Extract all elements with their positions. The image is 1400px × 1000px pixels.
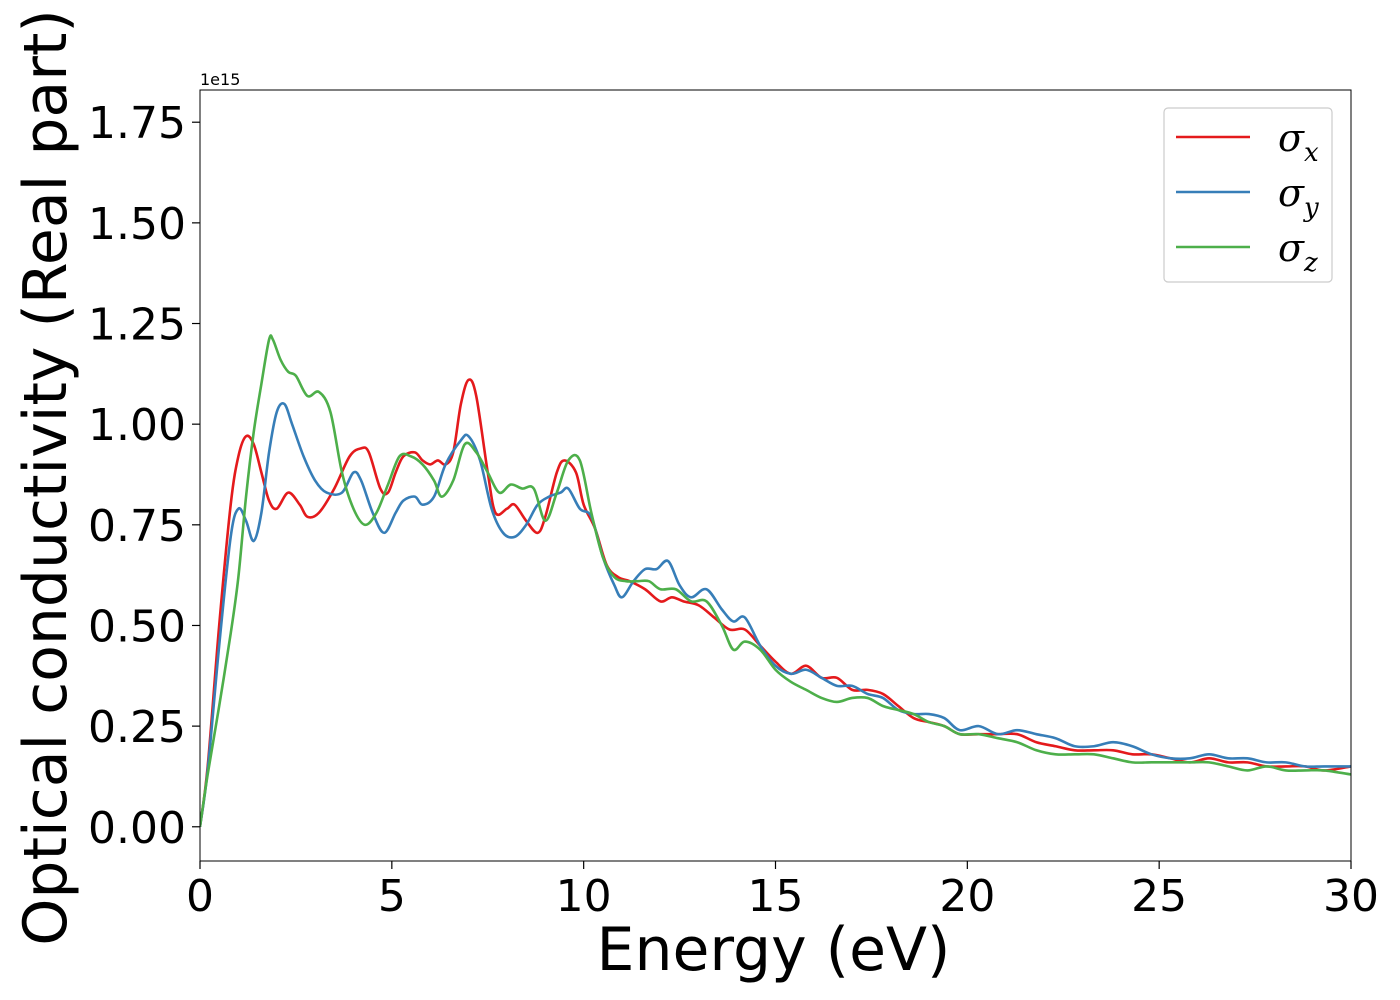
y-tick-label: 1.00 [88, 400, 186, 451]
legend-label-z: σz [1278, 226, 1318, 278]
series-layer [200, 334, 1351, 827]
y-offset-label: 1e15 [200, 70, 240, 89]
series-line-z [200, 334, 1351, 827]
y-tick-label: 0.75 [88, 501, 186, 552]
x-tick-label: 30 [1323, 871, 1379, 922]
x-tick-label: 0 [186, 871, 214, 922]
y-tick-label: 1.75 [88, 98, 186, 149]
legend-subscript: y [1303, 193, 1319, 223]
legend-label-y: σy [1278, 171, 1319, 223]
y-tick-label: 0.00 [88, 803, 186, 854]
x-tick-label: 25 [1131, 871, 1187, 922]
axes-layer: 0 5 10 15 20 25 30 0.00 0.25 0.50 0.75 1.00 1.25 1.50… [88, 89, 1379, 922]
x-tick-label: 20 [939, 871, 995, 922]
legend-frame [1163, 107, 1333, 283]
y-tick-label: 0.50 [88, 601, 186, 652]
legend-symbol: σ [1278, 226, 1305, 270]
legend-label-x: σx [1278, 116, 1319, 168]
x-tick-label: 10 [556, 871, 612, 922]
legend-symbol: σ [1278, 171, 1305, 215]
x-axis-label: Energy (eV) [597, 915, 951, 985]
x-tick-label: 5 [378, 871, 406, 922]
x-tick-label: 15 [748, 871, 804, 922]
y-tick-label: 1.25 [88, 300, 186, 351]
y-axis-label: Optical conductivity (Real part) [11, 9, 81, 946]
legend-subscript: z [1303, 248, 1318, 278]
y-tick-label: 0.25 [88, 702, 186, 753]
legend-subscript: x [1304, 138, 1319, 168]
y-tick-label: 1.50 [88, 199, 186, 250]
legend-symbol: σ [1278, 116, 1305, 160]
